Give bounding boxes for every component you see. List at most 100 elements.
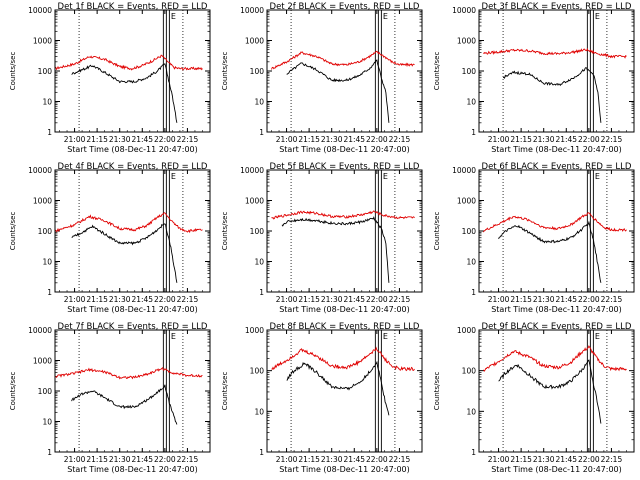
x-tick-label: 21:45 [131,135,153,144]
y-tick-label: 10000 [240,166,264,175]
y-axis-label: Counts/sec [433,212,441,251]
x-tick-label: 22:00 [578,455,600,464]
y-tick-label: 1000 [33,357,52,366]
y-tick-label: 1 [47,448,52,457]
y-tick-label: 1 [47,128,52,137]
x-tick-label: 21:15 [298,135,320,144]
y-tick-label: 10 [42,258,52,267]
y-tick-label: 10 [466,258,476,267]
x-tick-label: 21:00 [276,295,298,304]
x-tick-label: 22:15 [601,135,623,144]
x-tick-label: 21:00 [488,455,510,464]
x-tick-label: 21:30 [109,135,131,144]
x-tick-label: 22:00 [154,455,176,464]
y-tick-label: 1 [471,448,476,457]
x-tick-label: 21:30 [533,135,555,144]
x-tick-label: 22:15 [389,135,411,144]
panel-det-1: Det 1f BLACK = Events, RED = LLD Counts/s… [9,2,211,154]
x-tick-label: 21:45 [555,295,577,304]
panel-det-2: Det 2f BLACK = Events, RED = LLD Counts/s… [221,2,423,154]
x-tick-label: 21:15 [298,295,320,304]
plot-frame [266,9,423,133]
x-tick-label: 22:00 [154,135,176,144]
x-tick-label: 21:15 [86,455,108,464]
x-tick-label: 21:00 [64,295,86,304]
x-tick-label: 21:45 [343,295,365,304]
series-lld-line [54,54,203,71]
x-tick-label: 21:30 [533,455,555,464]
x-tick-label: 21:30 [321,295,343,304]
panel-title: Det 9f BLACK = Events, RED = LLD [482,322,632,332]
panel-det-5: Det 5f BLACK = Events, RED = LLD Counts/s… [221,162,423,314]
series-events-line [71,223,178,283]
series-events-line [71,63,178,123]
interval-flag-label: E [383,172,388,181]
x-axis-label: Start Time (08-Dec-11 20:47:00) [491,305,622,314]
series-lld-line [483,212,627,233]
plot-frame [478,169,635,293]
y-tick-label: 10 [466,98,476,107]
y-axis-label: Counts/sec [433,52,441,91]
panel-det-7: Det 7f BLACK = Events, RED = LLD Counts/s… [9,322,211,474]
interval-flag-label: E [171,172,176,181]
y-tick-label: 10000 [452,166,476,175]
y-axis-label: Counts/sec [221,212,229,251]
x-tick-label: 21:45 [343,135,365,144]
y-tick-label: 1 [471,288,476,297]
x-tick-label: 21:30 [321,455,343,464]
interval-flag-label: E [383,12,388,21]
x-axis-label: Start Time (08-Dec-11 20:47:00) [67,145,198,154]
series-events-line [498,220,602,283]
series-lld-line [271,210,415,220]
y-tick-label: 1000 [457,197,476,206]
series-events-line [502,67,602,123]
plot-frame [54,9,211,133]
x-tick-label: 21:30 [109,295,131,304]
plot-frame [478,9,635,133]
y-tick-label: 10 [42,98,52,107]
y-tick-label: 1000 [245,37,264,46]
x-tick-label: 22:00 [366,135,388,144]
x-tick-label: 21:15 [86,295,108,304]
y-tick-label: 100 [250,367,265,376]
interval-flag-label: E [171,332,176,341]
x-axis-label: Start Time (08-Dec-11 20:47:00) [279,145,410,154]
series-events-line [286,59,390,123]
y-tick-label: 1 [259,128,264,137]
y-tick-label: 100 [38,387,53,396]
interval-flag-label: E [383,332,388,341]
y-tick-label: 10 [42,418,52,427]
panel-title: Det 5f BLACK = Events, RED = LLD [270,162,420,172]
y-tick-label: 1000 [245,197,264,206]
y-tick-label: 1000 [33,37,52,46]
x-tick-label: 21:00 [64,135,86,144]
x-tick-label: 22:00 [366,295,388,304]
y-tick-label: 10000 [240,6,264,15]
series-events-line [286,360,390,416]
series-events-line [498,359,602,424]
x-tick-label: 21:00 [276,455,298,464]
series-lld-line [483,345,627,372]
x-tick-label: 22:00 [578,135,600,144]
panel-det-4: Det 4f BLACK = Events, RED = LLD Counts/s… [9,162,211,314]
plot-frame [266,329,423,453]
y-tick-label: 1 [471,128,476,137]
plot-frame [266,169,423,293]
panel-title: Det 3f BLACK = Events, RED = LLD [482,2,632,12]
x-tick-label: 21:15 [298,455,320,464]
x-tick-label: 22:15 [601,295,623,304]
x-tick-label: 21:00 [276,135,298,144]
y-tick-label: 10000 [28,6,52,15]
y-axis-label: Counts/sec [9,212,17,251]
y-tick-label: 100 [462,67,477,76]
y-axis-label: Counts/sec [221,372,229,411]
y-tick-label: 10000 [28,326,52,335]
x-tick-label: 22:15 [177,295,199,304]
series-lld-line [483,47,627,59]
y-tick-label: 10 [254,258,264,267]
x-tick-label: 21:30 [533,295,555,304]
y-axis-label: Counts/sec [433,372,441,411]
interval-flag-label: E [171,12,176,21]
